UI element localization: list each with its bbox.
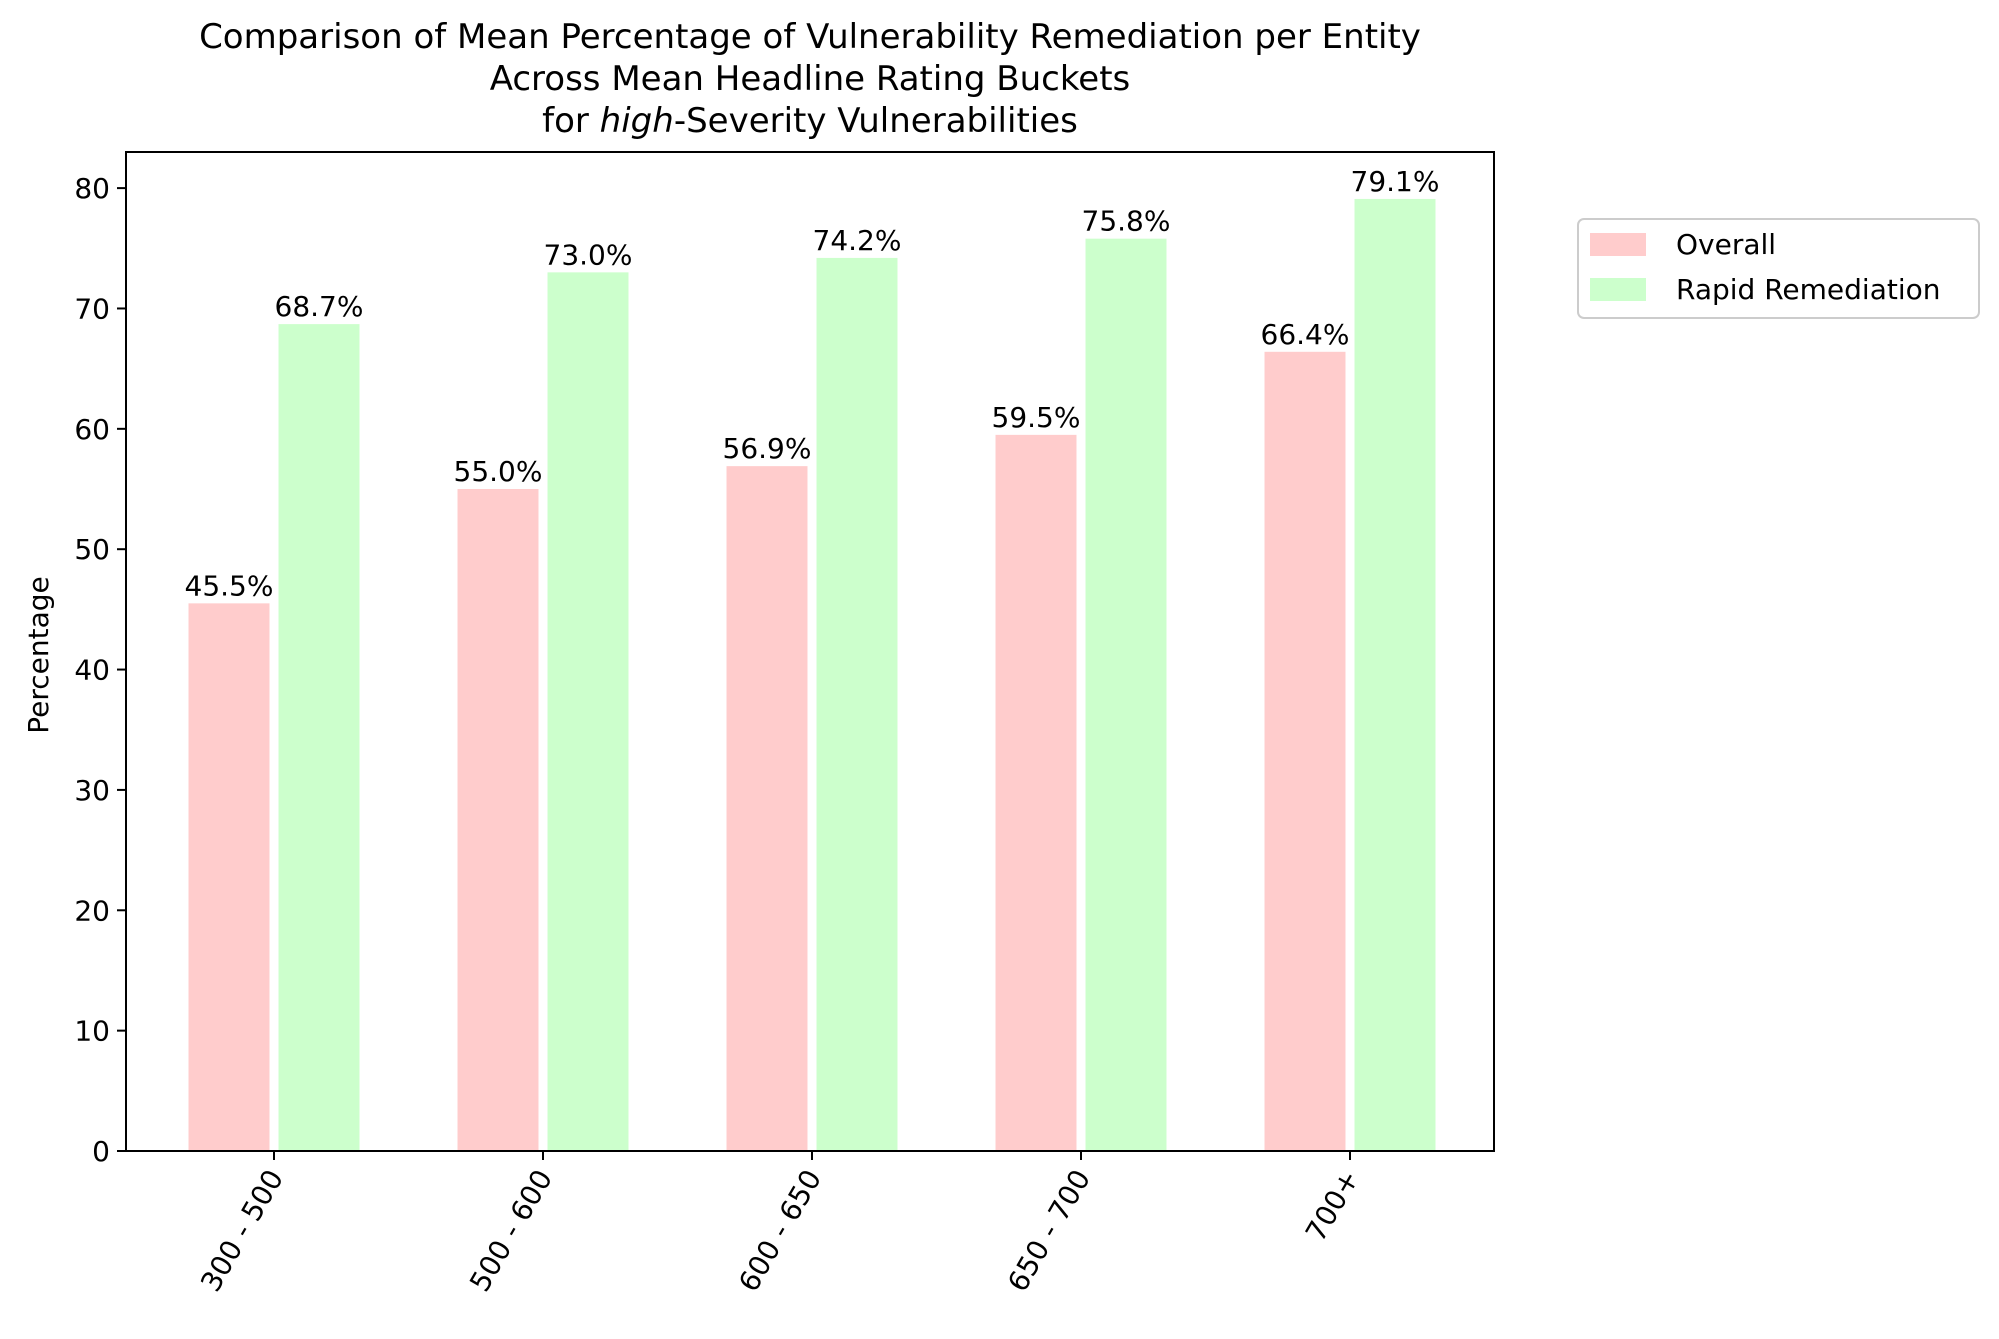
legend-swatch-rapid-remediation — [1590, 278, 1646, 301]
data-label-overall-5: 66.4% — [1261, 318, 1350, 351]
bar-rapid-remediation-5 — [1354, 198, 1436, 1151]
x-tick-label-3: 600 - 650 — [732, 1164, 828, 1297]
y-tick-label-5: 50 — [74, 533, 110, 566]
y-tick-label-2: 20 — [74, 894, 110, 927]
x-tick-label-2: 500 - 600 — [463, 1164, 559, 1297]
bar-rapid-remediation-3 — [816, 257, 898, 1151]
bar-rapid-remediation-2 — [547, 272, 629, 1151]
title-line-3-italic: high — [600, 101, 674, 141]
title-line-3-prefix: for — [542, 101, 600, 141]
y-tick-label-7: 70 — [74, 292, 110, 325]
data-label-rapid-remediation-5: 79.1% — [1351, 165, 1440, 198]
data-label-overall-4: 59.5% — [992, 401, 1081, 434]
plot-area: 45.5% 68.7% 55.0% 73.0% 56.9% 74.2% 59.5% 75.8%… — [185, 165, 1440, 1152]
bar-overall-2 — [457, 489, 539, 1151]
bar-overall-1 — [188, 603, 270, 1151]
x-tick-label-1: 300 - 500 — [194, 1164, 290, 1297]
bar-overall-5 — [1264, 351, 1346, 1151]
y-tick-label-4: 40 — [74, 654, 110, 687]
legend-label-overall: Overall — [1676, 228, 1776, 261]
x-axis: 300 - 500 500 - 600 600 - 650 650 - 700 700+ — [194, 1151, 1366, 1297]
data-label-rapid-remediation-3: 74.2% — [813, 224, 902, 257]
y-axis: 0 10 20 30 40 50 60 70 80 — [74, 172, 126, 1168]
bar-rapid-remediation-1 — [278, 324, 360, 1151]
plot-frame — [125, 151, 1495, 1152]
data-label-overall-2: 55.0% — [454, 455, 543, 488]
data-label-rapid-remediation-1: 68.7% — [275, 290, 364, 323]
chart-title: Comparison of Mean Percentage of Vulnera… — [199, 17, 1421, 141]
y-tick-label-0: 0 — [92, 1135, 110, 1168]
y-tick-label-3: 30 — [74, 774, 110, 807]
legend-box — [1577, 218, 1980, 319]
y-tick-label-6: 60 — [74, 413, 110, 446]
x-tick-label-5: 700+ — [1299, 1164, 1366, 1247]
bar-overall-3 — [726, 466, 808, 1151]
title-line-3: for high-Severity Vulnerabilities — [542, 101, 1078, 141]
y-tick-label-8: 80 — [74, 172, 110, 205]
data-label-rapid-remediation-4: 75.8% — [1082, 205, 1171, 238]
legend-label-rapid-remediation: Rapid Remediation — [1676, 273, 1941, 306]
y-tick-label-1: 10 — [74, 1015, 110, 1048]
legend-swatch-overall — [1590, 233, 1646, 256]
y-axis-label: Percentage — [22, 576, 55, 734]
data-label-rapid-remediation-2: 73.0% — [544, 238, 633, 271]
data-label-overall-1: 45.5% — [185, 569, 274, 602]
data-label-overall-3: 56.9% — [723, 432, 812, 465]
legend: Overall Rapid Remediation — [1577, 218, 1980, 319]
x-tick-label-4: 650 - 700 — [1001, 1164, 1097, 1297]
bar-rapid-remediation-4 — [1085, 238, 1167, 1151]
title-line-2: Across Mean Headline Rating Buckets — [490, 59, 1131, 99]
title-line-3-rest: -Severity Vulnerabilities — [674, 101, 1078, 141]
title-line-1: Comparison of Mean Percentage of Vulnera… — [199, 17, 1421, 57]
bar-overall-4 — [995, 434, 1077, 1152]
